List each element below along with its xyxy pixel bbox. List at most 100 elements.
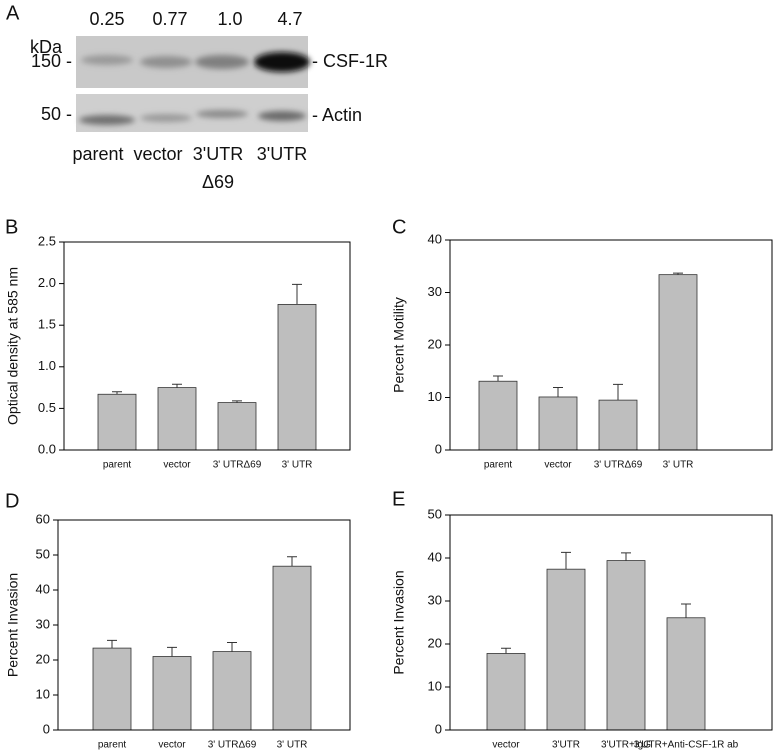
band-label: - Actin bbox=[312, 105, 362, 125]
lane-label: vector bbox=[133, 144, 182, 164]
bar bbox=[152, 656, 192, 731]
x-tick-label: 3' UTR bbox=[663, 460, 694, 471]
y-tick-label: 0.0 bbox=[38, 441, 56, 456]
band-label: - CSF-1R bbox=[312, 51, 388, 71]
panel-label: B bbox=[5, 216, 18, 238]
bar bbox=[546, 568, 586, 731]
error-bar bbox=[613, 383, 623, 401]
y-tick-label: 40 bbox=[428, 231, 442, 246]
y-tick-label: 30 bbox=[36, 616, 50, 631]
error-bar bbox=[172, 383, 182, 388]
bar bbox=[598, 399, 638, 451]
y-tick-label: 1.5 bbox=[38, 317, 56, 332]
plot-frame bbox=[57, 519, 351, 731]
lane-label: 3'UTR Δ69 bbox=[193, 144, 243, 192]
x-tick-label: 3'UTR+IgG bbox=[601, 740, 651, 751]
bar bbox=[157, 387, 197, 451]
error-bar bbox=[493, 375, 503, 382]
panel-label: D bbox=[5, 490, 19, 512]
unit-label: kDa bbox=[30, 37, 63, 57]
y-tick-label: 0.5 bbox=[38, 400, 56, 415]
y-tick-label: 1.0 bbox=[38, 358, 56, 373]
plot-frame bbox=[449, 514, 773, 731]
y-tick-label: 2.5 bbox=[38, 233, 56, 248]
quantity: 0.77 bbox=[152, 9, 187, 29]
y-tick-label: 0 bbox=[435, 721, 442, 736]
bar bbox=[606, 560, 646, 731]
x-tick-label: 3' UTRΔ69 bbox=[594, 460, 643, 471]
y-axis-label: Optical density at 585 nm bbox=[5, 267, 21, 425]
y-tick-label: 40 bbox=[428, 549, 442, 564]
y-tick-label: 10 bbox=[36, 686, 50, 701]
x-tick-label: vector bbox=[492, 740, 520, 751]
plot-frame bbox=[63, 241, 351, 451]
panel-label: E bbox=[392, 488, 405, 510]
panel-label: C bbox=[392, 216, 406, 238]
y-tick-label: 10 bbox=[428, 389, 442, 404]
y-axis-label: Percent Invasion bbox=[5, 573, 21, 677]
bar bbox=[658, 274, 698, 451]
bar bbox=[277, 303, 317, 451]
error-bar bbox=[227, 642, 237, 652]
x-tick-label: parent bbox=[484, 460, 513, 471]
x-tick-label: 3'UTR+Anti-CSF-1R ab bbox=[634, 740, 739, 751]
x-tick-label: vector bbox=[158, 740, 186, 751]
bar bbox=[217, 402, 257, 451]
bar bbox=[666, 617, 706, 731]
y-tick-label: 10 bbox=[428, 678, 442, 693]
y-axis-label: Percent Motility bbox=[391, 297, 407, 393]
quantity: 0.25 bbox=[89, 9, 124, 29]
x-tick-label: parent bbox=[103, 460, 132, 471]
x-tick-label: 3'UTR bbox=[552, 740, 580, 751]
y-tick-label: 20 bbox=[36, 651, 50, 666]
lane-label: 3'UTR bbox=[257, 144, 307, 164]
error-bar bbox=[167, 646, 177, 657]
error-bar bbox=[673, 272, 683, 275]
y-axis-label: Percent Invasion bbox=[391, 570, 407, 674]
error-bar bbox=[553, 387, 563, 397]
bar bbox=[478, 380, 518, 451]
plot-frame bbox=[449, 239, 773, 451]
blot-bands bbox=[79, 52, 310, 125]
y-tick-label: 30 bbox=[428, 284, 442, 299]
y-tick-label: 20 bbox=[428, 635, 442, 650]
bar bbox=[97, 393, 137, 451]
y-tick-label: 50 bbox=[36, 546, 50, 561]
y-tick-label: 0 bbox=[435, 441, 442, 456]
x-tick-label: vector bbox=[544, 460, 572, 471]
x-tick-label: 3' UTRΔ69 bbox=[213, 460, 262, 471]
error-bar bbox=[292, 283, 302, 305]
marker: 150 - bbox=[31, 51, 72, 71]
bar bbox=[212, 651, 252, 731]
y-tick-label: 0 bbox=[43, 721, 50, 736]
lane-labels: parent vector 3'UTR Δ69 3'UTR bbox=[72, 144, 307, 192]
quantity: 4.7 bbox=[277, 9, 302, 29]
marker: 50 - bbox=[41, 104, 72, 124]
bar bbox=[92, 647, 132, 731]
error-bar bbox=[681, 603, 691, 618]
error-bar bbox=[561, 551, 571, 570]
x-tick-label: 3' UTR bbox=[277, 740, 308, 751]
bar bbox=[486, 653, 526, 731]
x-tick-label: 3' UTR bbox=[282, 460, 313, 471]
quantity: 1.0 bbox=[217, 9, 242, 29]
x-tick-label: 3' UTRΔ69 bbox=[208, 740, 257, 751]
error-bar bbox=[232, 400, 242, 403]
y-tick-label: 2.0 bbox=[38, 275, 56, 290]
y-tick-label: 50 bbox=[428, 506, 442, 521]
x-tick-label: parent bbox=[98, 740, 127, 751]
x-tick-label: vector bbox=[163, 460, 191, 471]
error-bar bbox=[107, 639, 117, 649]
error-bar bbox=[287, 556, 297, 567]
y-tick-label: 40 bbox=[36, 581, 50, 596]
y-tick-label: 20 bbox=[428, 336, 442, 351]
bar bbox=[538, 396, 578, 451]
error-bar bbox=[501, 647, 511, 654]
bar bbox=[272, 565, 312, 731]
panel-label: A bbox=[6, 2, 20, 24]
y-tick-label: 60 bbox=[36, 511, 50, 526]
error-bar bbox=[621, 552, 631, 561]
y-tick-label: 30 bbox=[428, 592, 442, 607]
lane-label: parent bbox=[72, 144, 123, 164]
